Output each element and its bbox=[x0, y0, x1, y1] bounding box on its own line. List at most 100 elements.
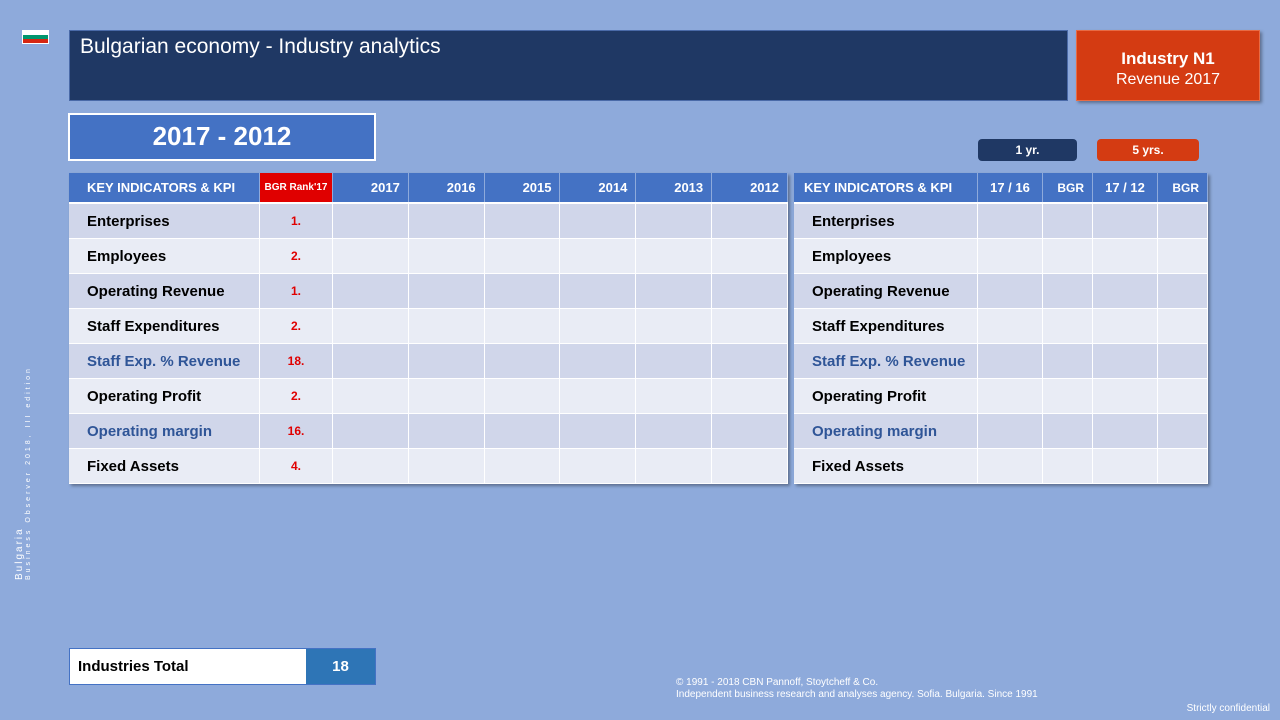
row-rank: 4. bbox=[259, 448, 333, 484]
table-row: Operating Revenue 1. bbox=[69, 273, 788, 309]
cell bbox=[1157, 378, 1209, 414]
cell bbox=[1042, 378, 1093, 414]
cell bbox=[1157, 343, 1209, 379]
row-name: Enterprises bbox=[794, 203, 978, 239]
cell bbox=[559, 448, 637, 484]
cell bbox=[484, 203, 561, 239]
cell bbox=[977, 308, 1043, 344]
row-name: Operating margin bbox=[794, 413, 978, 449]
row-name: Employees bbox=[794, 238, 978, 274]
industry-badge: Industry N1 Revenue 2017 bbox=[1076, 30, 1260, 101]
row-name: Fixed Assets bbox=[794, 448, 978, 484]
cell bbox=[711, 413, 788, 449]
row-name: Employees bbox=[69, 238, 260, 274]
table-row: Operating margin 16. bbox=[69, 413, 788, 449]
cell bbox=[977, 238, 1043, 274]
row-name: Operating Revenue bbox=[794, 273, 978, 309]
table-row: Operating Profit bbox=[794, 378, 1209, 414]
row-name: Enterprises bbox=[69, 203, 260, 239]
cell bbox=[635, 308, 713, 344]
cell bbox=[559, 238, 637, 274]
col-header-2014: 2014 bbox=[559, 173, 637, 204]
cell bbox=[711, 238, 788, 274]
cell bbox=[711, 343, 788, 379]
cell bbox=[1157, 448, 1209, 484]
main-indicators-table: KEY INDICATORS & KPI BGR Rank'17 2017 20… bbox=[69, 173, 788, 484]
table-row: Enterprises bbox=[794, 203, 1209, 239]
cell bbox=[711, 308, 788, 344]
cell bbox=[1092, 343, 1158, 379]
footer-copyright: © 1991 - 2018 CBN Pannoff, Stoytcheff & … bbox=[676, 677, 879, 688]
cell bbox=[408, 378, 485, 414]
cell bbox=[1157, 413, 1209, 449]
cell bbox=[559, 378, 637, 414]
cell bbox=[332, 308, 409, 344]
cell bbox=[635, 203, 713, 239]
cell bbox=[332, 273, 409, 309]
col-header-2015: 2015 bbox=[484, 173, 561, 204]
five-years-tag: 5 yrs. bbox=[1097, 139, 1199, 161]
table-row: Fixed Assets bbox=[794, 448, 1209, 484]
table-row: Staff Exp. % Revenue bbox=[794, 343, 1209, 379]
confidential-note: Strictly confidential bbox=[1186, 703, 1270, 714]
cell bbox=[977, 273, 1043, 309]
col-header-17-12: 17 / 12 bbox=[1092, 173, 1158, 204]
industries-total-value: 18 bbox=[306, 649, 375, 684]
row-name: Staff Exp. % Revenue bbox=[794, 343, 978, 379]
cell bbox=[408, 343, 485, 379]
col-header-2017: 2017 bbox=[332, 173, 409, 204]
cell bbox=[977, 413, 1043, 449]
side-caption-line1: Bulgaria bbox=[14, 527, 25, 580]
cell bbox=[1092, 308, 1158, 344]
cell bbox=[332, 413, 409, 449]
table-row: Staff Expenditures bbox=[794, 308, 1209, 344]
col-header-bgr-1: BGR bbox=[1042, 173, 1093, 204]
table-row: Enterprises 1. bbox=[69, 203, 788, 239]
cell bbox=[332, 378, 409, 414]
col-header-2012: 2012 bbox=[711, 173, 788, 204]
cell bbox=[1092, 203, 1158, 239]
cell bbox=[635, 238, 713, 274]
row-rank: 2. bbox=[259, 308, 333, 344]
cell bbox=[332, 343, 409, 379]
row-rank: 2. bbox=[259, 238, 333, 274]
table-row: Staff Exp. % Revenue 18. bbox=[69, 343, 788, 379]
cell bbox=[559, 273, 637, 309]
table-row: Operating Revenue bbox=[794, 273, 1209, 309]
cell bbox=[408, 238, 485, 274]
col-header-17-16: 17 / 16 bbox=[977, 173, 1043, 204]
table-row: Employees bbox=[794, 238, 1209, 274]
row-name: Staff Exp. % Revenue bbox=[69, 343, 260, 379]
footer-tagline: Independent business research and analys… bbox=[676, 689, 1038, 700]
footer: © 1991 - 2018 CBN Pannoff, Stoytcheff & … bbox=[676, 677, 1038, 701]
cell bbox=[1042, 413, 1093, 449]
row-name: Operating Revenue bbox=[69, 273, 260, 309]
row-name: Staff Expenditures bbox=[794, 308, 978, 344]
row-rank: 1. bbox=[259, 273, 333, 309]
row-rank: 1. bbox=[259, 203, 333, 239]
cell bbox=[977, 448, 1043, 484]
side-caption-line2: Business Observer 2018, III edition bbox=[25, 366, 32, 580]
cell bbox=[408, 308, 485, 344]
cell bbox=[1042, 343, 1093, 379]
cell bbox=[635, 448, 713, 484]
cell bbox=[408, 203, 485, 239]
one-year-tag: 1 yr. bbox=[978, 139, 1077, 161]
cell bbox=[1092, 448, 1158, 484]
row-name: Staff Expenditures bbox=[69, 308, 260, 344]
table-row: Staff Expenditures 2. bbox=[69, 308, 788, 344]
cell bbox=[1157, 203, 1209, 239]
period-label: 2017 - 2012 bbox=[68, 113, 376, 161]
row-name: Operating margin bbox=[69, 413, 260, 449]
cell bbox=[977, 378, 1043, 414]
table-row: Operating margin bbox=[794, 413, 1209, 449]
cell bbox=[1042, 308, 1093, 344]
row-name: Fixed Assets bbox=[69, 448, 260, 484]
cell bbox=[711, 203, 788, 239]
col-header-2013: 2013 bbox=[635, 173, 713, 204]
industries-total: Industries Total 18 bbox=[69, 648, 376, 685]
cell bbox=[1092, 378, 1158, 414]
row-rank: 18. bbox=[259, 343, 333, 379]
row-name: Operating Profit bbox=[794, 378, 978, 414]
cell bbox=[484, 308, 561, 344]
